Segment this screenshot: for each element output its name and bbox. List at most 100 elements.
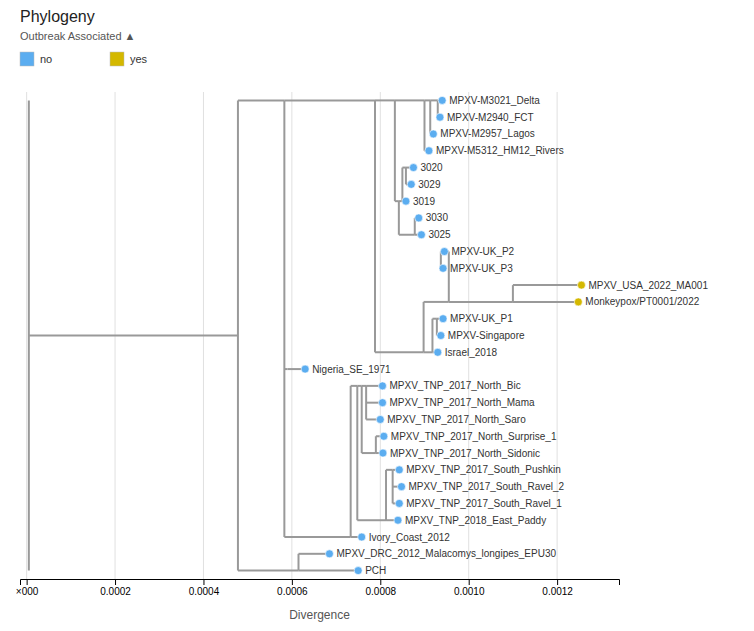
- branch: [29, 335, 238, 337]
- tip-node: [379, 449, 387, 457]
- tick-label: 0.0008: [365, 586, 396, 597]
- tip-label: Israel_2018: [445, 347, 498, 358]
- branch: [399, 234, 415, 236]
- branch: [424, 301, 449, 303]
- tip-label: MPXV_TNP_2017_North_Mama: [389, 397, 535, 408]
- tip-label: MPXV_DRC_2012_Malacomys_longipes_EPU30: [336, 548, 556, 559]
- tick-label: 0.0002: [100, 586, 131, 597]
- grid-line: [380, 92, 381, 579]
- branch-connector: [423, 302, 425, 352]
- tip-label: MPXV_TNP_2017_North_Surprise_1: [391, 431, 557, 442]
- branch: [430, 99, 438, 101]
- x-axis: ×000 0.0002 0.0004 0.0006 0.0008 0.0010 0.0012: [16, 579, 620, 597]
- legend-item: yes: [110, 52, 148, 66]
- branch-connector: [448, 252, 450, 302]
- axis-line: [21, 580, 620, 586]
- tip-node: [378, 382, 386, 390]
- branch: [375, 351, 424, 353]
- tip-label: MPXV_TNP_2017_South_Ravel_1: [406, 498, 562, 509]
- tip-node: [395, 466, 403, 474]
- branch-connector: [350, 386, 352, 537]
- branch: [299, 570, 359, 572]
- tip-label: MPXV-M2940_FCT: [447, 112, 534, 123]
- tip-node: [438, 96, 446, 104]
- tip-node: [402, 197, 410, 205]
- tip-label: 3030: [426, 212, 449, 223]
- legend: no yes: [20, 52, 148, 66]
- tip-label: Ivory_Coast_2012: [369, 532, 451, 543]
- tip-node: [407, 180, 415, 188]
- legend-label: no: [40, 53, 52, 65]
- branch-connector: [385, 470, 387, 520]
- tip-node: [395, 499, 403, 507]
- tip-node: [434, 348, 442, 356]
- tick-mark: [203, 579, 204, 585]
- branch-connector: [392, 470, 394, 504]
- tip-node: [417, 231, 425, 239]
- tip-node: [409, 164, 417, 172]
- tick-mark: [380, 579, 381, 585]
- tip-node: [440, 248, 448, 256]
- tip-label: MPXV-M5312_HM12_Rivers: [436, 145, 564, 156]
- branch: [299, 553, 330, 555]
- tick-label: 0.0004: [189, 586, 220, 597]
- tip-label: 3025: [428, 229, 451, 240]
- branch-connector: [28, 100, 30, 570]
- branch-connector: [394, 100, 396, 201]
- tick-mark: [292, 579, 293, 585]
- tip-label: MPXV_TNP_2017_North_Saro: [387, 414, 526, 425]
- tip-label: 3029: [418, 179, 441, 190]
- branch-connector: [429, 100, 431, 134]
- tip-node: [301, 365, 309, 373]
- title: Phylogeny: [20, 8, 95, 25]
- tip-label: MPXV_TNP_2018_East_Paddy: [405, 515, 546, 526]
- tip-label: MPXV_USA_2022_MA001: [588, 280, 708, 291]
- tip-label: Nigeria_SE_1971: [312, 364, 391, 375]
- tick-label: ×000: [16, 586, 39, 597]
- tick: ×000: [16, 579, 39, 597]
- branches: [29, 100, 582, 570]
- chart-container: PhylogenyOutbreak Associated ▲noyes×0000…: [0, 0, 754, 631]
- branch-connector: [423, 100, 425, 150]
- tip-label: PCH: [365, 565, 386, 576]
- branch-connector: [283, 100, 285, 537]
- branch-connector: [431, 319, 433, 353]
- tip-node: [415, 214, 423, 222]
- marks: [29, 96, 586, 574]
- branch: [284, 99, 375, 101]
- tick-label: 0.0006: [277, 586, 308, 597]
- tip-node: [354, 567, 362, 575]
- tip-label: MPXV-UK_P3: [450, 263, 513, 274]
- legend-swatch: [20, 52, 34, 66]
- tip-label: MPXV-M2957_Lagos: [440, 128, 535, 139]
- branch: [395, 99, 425, 101]
- tip-label: MPXV-M3021_Delta: [449, 95, 540, 106]
- branch: [238, 99, 284, 101]
- tip-label: MPXV_TNP_2017_North_Bic: [389, 380, 520, 391]
- tick: 0.0006: [277, 579, 308, 597]
- grid-line: [291, 92, 292, 579]
- tip-node: [439, 315, 447, 323]
- tip-label: 3019: [413, 196, 436, 207]
- tick: 0.0010: [454, 579, 485, 597]
- branch-connector: [405, 168, 407, 185]
- branch: [424, 351, 433, 353]
- branch: [513, 301, 578, 303]
- tick: 0.0012: [542, 579, 573, 597]
- branch: [357, 519, 386, 521]
- branch: [284, 536, 350, 538]
- branch: [513, 284, 582, 286]
- tick: 0.0008: [365, 579, 396, 597]
- tip-label: MPXV-Singapore: [448, 330, 525, 341]
- tick-label: 0.0012: [542, 586, 573, 597]
- branch-connector: [365, 386, 367, 420]
- grid-line: [26, 92, 27, 579]
- tick: 0.0002: [100, 579, 131, 597]
- chart-svg: PhylogenyOutbreak Associated ▲noyes×0000…: [0, 0, 754, 631]
- tick-mark: [469, 579, 470, 585]
- tip-label: Monkeypox/PT0001/2022: [585, 296, 699, 307]
- tick-mark: [115, 579, 116, 585]
- tick: 0.0004: [189, 579, 220, 597]
- branch: [449, 301, 513, 303]
- branch-connector: [356, 386, 358, 520]
